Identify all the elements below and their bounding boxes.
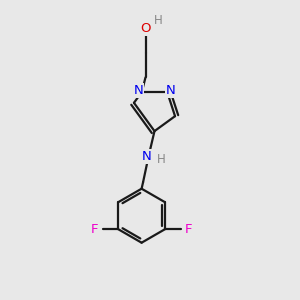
- Text: H: H: [157, 153, 166, 166]
- Text: H: H: [154, 14, 163, 27]
- Text: N: N: [166, 84, 176, 97]
- Text: F: F: [91, 223, 98, 236]
- Text: N: N: [133, 84, 143, 97]
- Text: O: O: [140, 22, 151, 35]
- Text: F: F: [185, 223, 193, 236]
- Text: N: N: [142, 150, 152, 163]
